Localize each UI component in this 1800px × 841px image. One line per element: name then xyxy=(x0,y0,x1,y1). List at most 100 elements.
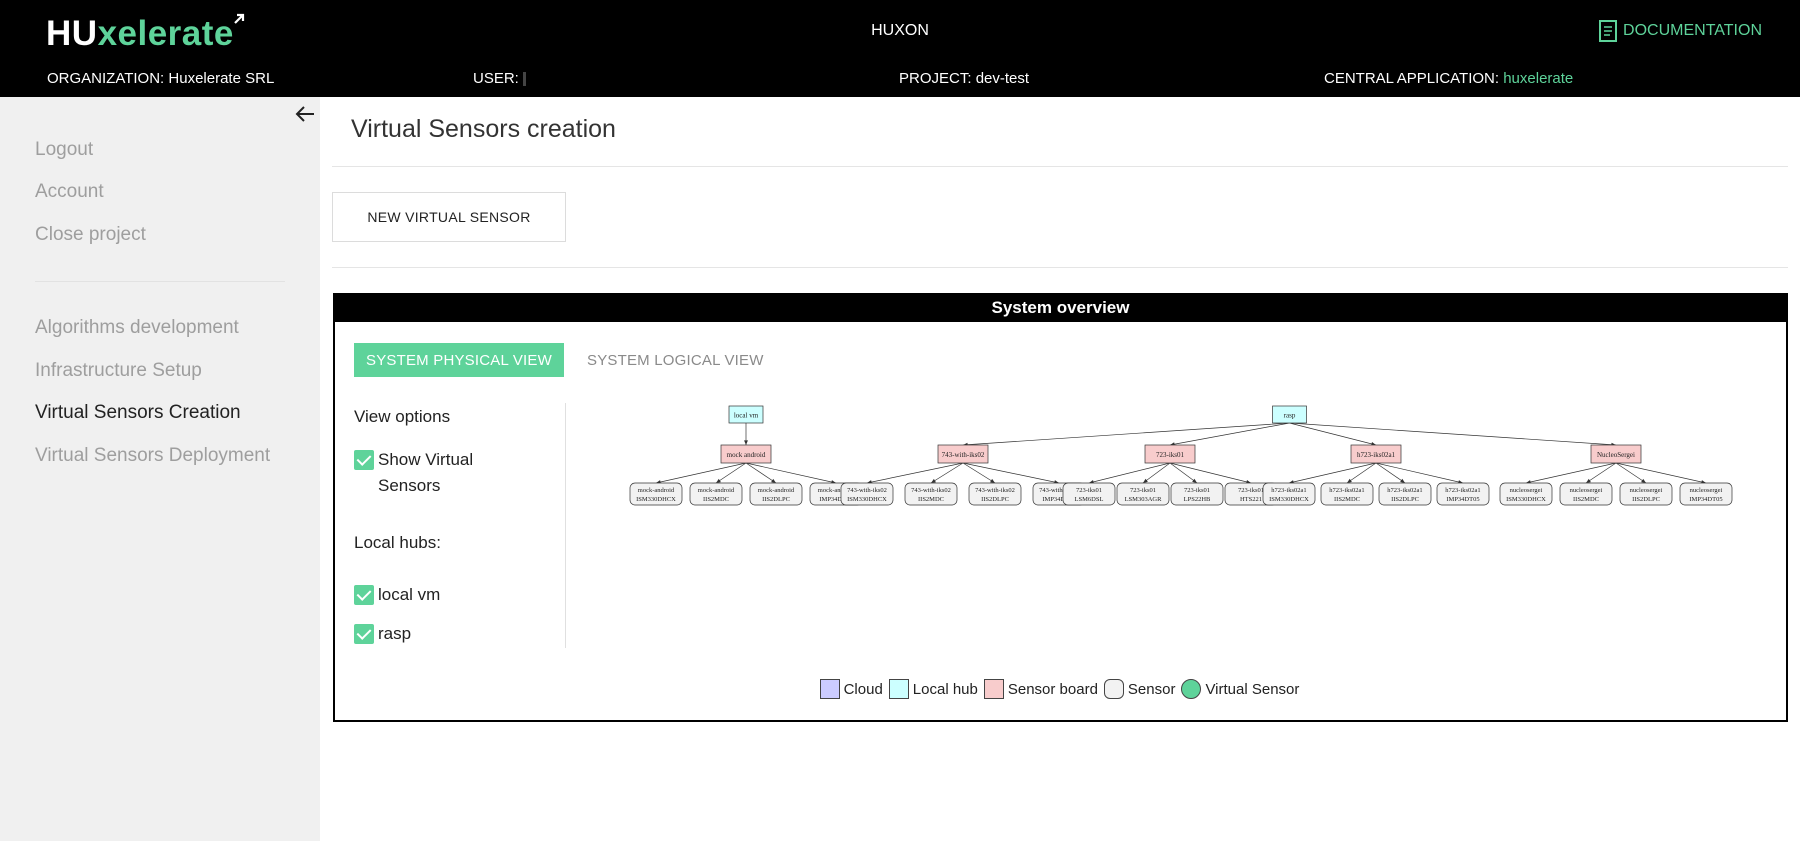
sensor-node: h723-iks02a1 ISM330DHCX xyxy=(1262,482,1316,506)
system-overview-title: System overview xyxy=(335,295,1786,322)
sensor-node: mock-android IIS2MDC xyxy=(689,482,743,506)
central-app-value[interactable]: huxelerate xyxy=(1503,70,1574,87)
sensor-node-box xyxy=(629,482,683,506)
board-node: 743-with-iks02 xyxy=(937,444,989,464)
sensor-node-board-label: nucleosergei xyxy=(1630,487,1663,494)
sidebar-item-virtual-sensors-creation[interactable]: Virtual Sensors Creation xyxy=(35,402,241,423)
system-physical-graph: local vm rasp mock android mock-android ISM3… xyxy=(629,405,1733,506)
user-label: USER: xyxy=(473,70,519,87)
legend-swatch xyxy=(888,679,909,699)
sensor-node: nucleosergei IIS2DLPC xyxy=(1619,482,1673,506)
sensor-node-board-label: mock-android xyxy=(758,487,795,494)
board-node-box xyxy=(1144,444,1196,464)
legend-label: Sensor xyxy=(1127,680,1176,698)
graph-edge xyxy=(1288,462,1377,484)
checkbox-checked-icon[interactable] xyxy=(354,585,374,605)
sensor-node-name-label: HTS221 xyxy=(1240,496,1262,503)
legend-swatch xyxy=(1103,679,1124,699)
sensor-node-board-label: nucleosergei xyxy=(1510,487,1543,494)
title-divider xyxy=(332,166,1788,167)
sensor-node-name-label: IIS2DLPC xyxy=(1632,496,1660,503)
sidebar-item-algorithms-development[interactable]: Algorithms development xyxy=(35,317,239,338)
legend-swatch xyxy=(983,679,1004,699)
graph-edge-arrowhead xyxy=(1641,478,1646,483)
graph-edge-arrowhead xyxy=(931,478,936,483)
user-info: USER: xyxy=(473,70,526,87)
sensor-node-box xyxy=(1320,482,1374,506)
show-virtual-sensors-checkbox[interactable]: Show Virtual Sensors xyxy=(354,447,504,499)
hub-node-box xyxy=(1272,405,1307,424)
documentation-link[interactable]: DOCUMENTATION xyxy=(1599,20,1762,42)
sensor-node-box xyxy=(1679,482,1733,506)
sensor-node-box xyxy=(1116,482,1170,506)
collapse-sidebar-arrow-icon[interactable] xyxy=(294,103,316,125)
sidebar-item-logout[interactable]: Logout xyxy=(35,139,94,160)
documentation-label: DOCUMENTATION xyxy=(1623,22,1762,39)
graph-edge xyxy=(1375,462,1406,484)
graph-edge-arrowhead xyxy=(1586,478,1591,483)
show-virtual-sensors-label: Show Virtual Sensors xyxy=(378,450,474,495)
hub-label-local-vm: local vm xyxy=(378,585,441,604)
graph-edge xyxy=(962,462,1060,484)
sensor-node-box xyxy=(968,482,1022,506)
board-node-label: h723-iks02a1 xyxy=(1357,451,1396,459)
sensor-node-board-label: h723-iks02a1 xyxy=(1329,487,1364,494)
graph-edge xyxy=(1375,462,1464,484)
sidebar-divider xyxy=(35,281,285,282)
sidebar-item-close-project[interactable]: Close project xyxy=(35,224,146,245)
checkbox-checked-icon[interactable] xyxy=(354,624,374,644)
graph-edge-arrowhead xyxy=(771,478,776,483)
hub-node-label: local vm xyxy=(734,412,759,420)
sensor-node: 743-with-iks02 ISM330DHCX xyxy=(840,482,894,506)
sensor-node-board-label: 723-iks01 xyxy=(1130,487,1156,494)
graph-edge xyxy=(1585,462,1617,484)
sensor-node-name-label: IMP34DT05 xyxy=(1446,496,1479,503)
sensor-node-name-label: LSM303AGR xyxy=(1125,496,1163,503)
sensor-node: nucleosergei ISM330DHCX xyxy=(1499,482,1553,506)
graph-edge-arrowhead xyxy=(1192,478,1197,483)
hub-checkbox-local-vm[interactable]: local vm xyxy=(354,582,440,608)
sensor-node-board-label: nucleosergei xyxy=(1690,487,1723,494)
sensor-node-box xyxy=(689,482,743,506)
app-header: HUxelerate HUXON DOCUMENTATION ORGANIZAT… xyxy=(0,0,1800,97)
huxelerate-logo[interactable]: HUxelerate xyxy=(46,13,244,54)
checkbox-checked-icon[interactable] xyxy=(354,450,374,470)
section-divider xyxy=(332,267,1788,268)
sensor-node-name-label: IIS2MDC xyxy=(918,496,944,503)
sensor-node: mock-android IIS2DLPC xyxy=(749,482,803,506)
graph-edge xyxy=(962,462,996,484)
legend-swatch xyxy=(819,679,840,699)
hub-node-box xyxy=(728,405,764,424)
sensor-node-board-label: 723-iks01 xyxy=(1238,487,1264,494)
legend-item-virtual-sensor: Virtual Sensor xyxy=(1181,679,1299,699)
new-virtual-sensor-button[interactable]: NEW VIRTUAL SENSOR xyxy=(332,192,566,242)
graph-edge xyxy=(1289,422,1377,446)
sensor-node: nucleosergei IIS2MDC xyxy=(1559,482,1613,506)
legend-item-sensor: Sensor xyxy=(1103,679,1176,699)
sensor-node-name-label: IMP34DT05 xyxy=(819,496,852,503)
sensor-node: h723-iks02a1 IIS2DLPC xyxy=(1378,482,1432,506)
graph-edge-arrowhead xyxy=(990,478,995,483)
graph-edge xyxy=(1142,462,1171,484)
sensor-node-board-label: nucleosergei xyxy=(1570,487,1603,494)
board-node-box xyxy=(1590,444,1642,464)
view-options-heading: View options xyxy=(354,407,451,426)
tab-system-physical-view[interactable]: SYSTEM PHYSICAL VIEW xyxy=(354,343,564,377)
sidebar-item-virtual-sensors-deployment[interactable]: Virtual Sensors Deployment xyxy=(35,445,271,466)
graph-edge xyxy=(1088,462,1171,484)
sidebar-item-account[interactable]: Account xyxy=(35,181,104,202)
hub-node-rasp: rasp xyxy=(1272,405,1307,424)
sensor-node-board-label: h723-iks02a1 xyxy=(1387,487,1422,494)
sensor-node-box xyxy=(840,482,894,506)
sensor-node-box xyxy=(1062,482,1116,506)
sensor-node-box xyxy=(1499,482,1553,506)
sidebar-item-infrastructure-setup[interactable]: Infrastructure Setup xyxy=(35,360,202,381)
sidebar: Logout Account Close project Algorithms … xyxy=(0,97,320,841)
sensor-node: 723-iks01 LSM303AGR xyxy=(1116,482,1170,506)
hub-checkbox-rasp[interactable]: rasp xyxy=(354,621,411,647)
tab-system-logical-view[interactable]: SYSTEM LOGICAL VIEW xyxy=(587,351,764,369)
sensor-node-name-label: ISM330DHCX xyxy=(847,496,887,503)
sensor-node-board-label: mock-android xyxy=(818,487,855,494)
sensor-node-board-label: 743-with-iks02 xyxy=(847,487,887,494)
graph-edge xyxy=(1169,462,1252,484)
